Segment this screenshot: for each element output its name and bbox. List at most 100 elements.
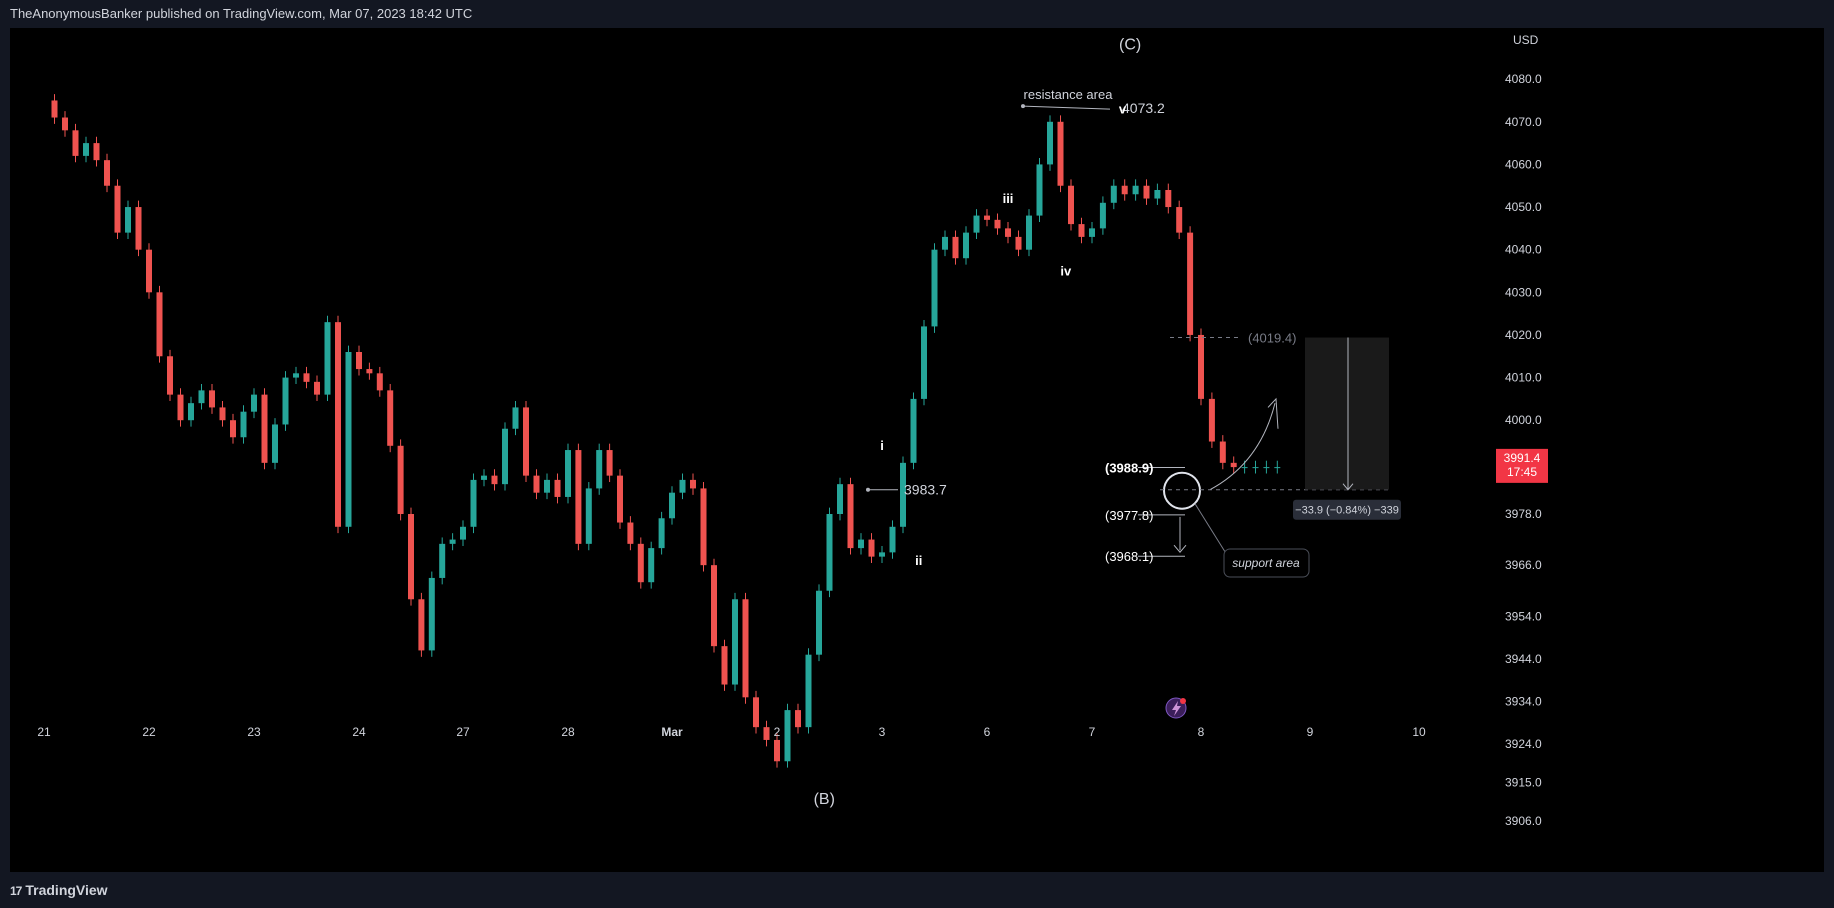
candle-body	[198, 390, 205, 404]
candle-body	[261, 394, 268, 463]
chart-frame[interactable]: USD 4080.0 4070.0 4060.0 4050.0 4040.0 4030.0 4…	[10, 28, 1824, 872]
candle-body	[1198, 334, 1204, 399]
candle-body	[408, 514, 414, 600]
resistance-label: resistance area	[1024, 87, 1114, 102]
candle-body	[167, 356, 173, 395]
candle-body	[240, 411, 247, 438]
candle-body	[1165, 190, 1172, 208]
last-price-tag	[1496, 448, 1548, 483]
resistance-anchor	[1021, 104, 1025, 109]
candle-body	[565, 450, 571, 497]
candle-body	[1047, 121, 1053, 165]
candle-body	[900, 462, 906, 527]
candle-body	[1230, 462, 1237, 468]
candle-body	[93, 143, 100, 161]
x-tick-label: 2	[774, 725, 781, 739]
candle-body	[104, 160, 110, 186]
candle-body	[387, 390, 394, 446]
x-tick-label: 27	[456, 725, 470, 739]
y-tick-label: 4010.0	[1505, 371, 1542, 385]
candle-body	[51, 100, 58, 118]
brand-logo[interactable]: 17 TradingView	[10, 882, 108, 898]
candle-body	[135, 207, 142, 250]
candle-body	[251, 394, 257, 412]
candle-body	[470, 479, 477, 527]
bounce-arrow	[1209, 403, 1276, 491]
y-tick-label: 4000.0	[1505, 413, 1542, 427]
wave-label: i	[880, 438, 884, 453]
candle-body	[742, 599, 749, 698]
measure-arrow-head-icon	[1342, 483, 1354, 491]
wave-label: v	[1119, 101, 1127, 116]
candle-body	[481, 475, 487, 480]
notification-dot	[1180, 698, 1186, 704]
measure-box[interactable]	[1305, 337, 1389, 490]
candle-body	[533, 475, 540, 493]
candle-body	[83, 143, 89, 156]
candle-body	[1219, 441, 1226, 463]
x-tick-label: 3	[879, 725, 886, 739]
wave-i-value: 3983.7	[904, 482, 947, 498]
candle-body	[805, 654, 812, 728]
candle-body	[356, 352, 362, 370]
candle-body	[837, 484, 843, 514]
candle-body	[816, 590, 822, 655]
support-circle[interactable]	[1163, 471, 1201, 510]
candle-body	[637, 543, 644, 583]
tradingview-logo-icon: 17	[10, 884, 22, 898]
measure-top-value: (4019.4)	[1248, 331, 1296, 346]
candle-body	[230, 420, 236, 438]
candle-body	[679, 479, 686, 493]
y-tick-label: 3966.0	[1505, 558, 1542, 572]
candle-body	[1241, 467, 1248, 469]
candle-body	[335, 322, 341, 527]
candle-body	[1089, 228, 1095, 237]
y-tick-label: 3944.0	[1505, 652, 1542, 666]
x-tick-label: 10	[1412, 725, 1426, 739]
candle-body	[314, 381, 320, 395]
candle-body	[219, 407, 226, 421]
last-price-value: 3991.4	[1504, 451, 1541, 465]
resistance-line[interactable]	[1022, 105, 1111, 110]
candle-body	[984, 215, 990, 220]
candle-body	[711, 565, 717, 647]
candle-body	[596, 450, 603, 489]
wave-label: iv	[1060, 263, 1072, 278]
target-value: (3988.9)	[1105, 461, 1153, 476]
candle-body	[1208, 398, 1215, 442]
x-tick-label: 8	[1198, 725, 1205, 739]
candle-body	[1078, 224, 1085, 237]
x-tick-label: 28	[561, 725, 575, 739]
target-value: (3977.8)	[1105, 508, 1153, 523]
candle-body	[1099, 202, 1106, 229]
wave-label: iii	[1003, 191, 1014, 206]
y-tick-label: 3934.0	[1505, 695, 1542, 709]
candle-body	[1252, 467, 1259, 469]
x-tick-label: 22	[142, 725, 156, 739]
candle-body	[177, 394, 184, 421]
candle-body	[658, 518, 665, 549]
candle-body	[439, 543, 446, 578]
candle-body	[942, 236, 948, 250]
resistance-value: 4073.2	[1122, 100, 1165, 116]
candle-body	[1121, 185, 1128, 195]
price-chart[interactable]: USD 4080.0 4070.0 4060.0 4050.0 4040.0 4030.0 4…	[10, 28, 1824, 872]
candle-body	[1015, 236, 1022, 250]
candle-body	[428, 577, 435, 651]
candle-body	[1026, 215, 1032, 250]
candle-body	[575, 450, 582, 544]
candle-body	[397, 445, 404, 514]
x-tick-label: 21	[37, 725, 51, 739]
candle-body	[795, 710, 801, 728]
candle-body	[931, 249, 938, 327]
candle-body	[460, 526, 466, 540]
candle-body	[973, 215, 980, 233]
brand-name: TradingView	[25, 882, 108, 898]
target-value: (3968.1)	[1105, 549, 1153, 564]
support-callout-box[interactable]	[1223, 548, 1310, 578]
x-tick-label: Mar	[661, 725, 683, 739]
candle-body	[418, 599, 425, 651]
candle-body	[1154, 190, 1161, 199]
footer: 17 TradingView	[0, 872, 1834, 908]
y-tick-label: 4020.0	[1505, 328, 1542, 342]
